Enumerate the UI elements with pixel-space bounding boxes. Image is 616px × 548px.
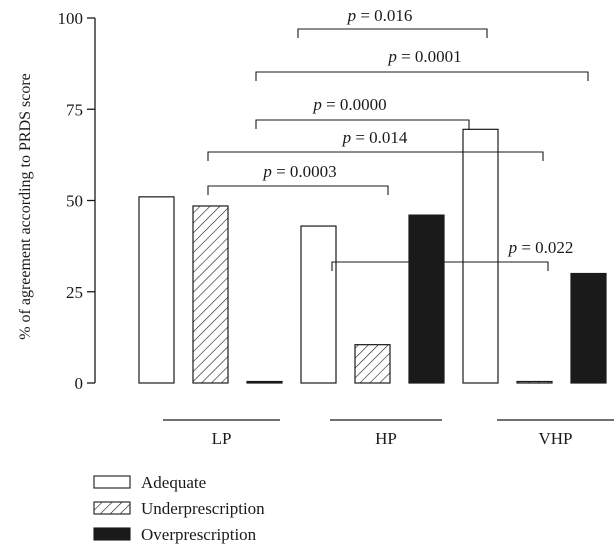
bar-vhp-adequate — [462, 128, 499, 384]
legend-label-overprescription: Overprescription — [141, 525, 257, 544]
legend-swatch-adequate — [93, 475, 131, 489]
bar-vhp-underprescription — [516, 380, 553, 384]
legend-swatch-underprescription — [93, 501, 131, 515]
y-tick-label: 50 — [66, 192, 83, 211]
legend-swatch-overprescription — [93, 527, 131, 541]
significance-bracket — [207, 185, 389, 195]
group-label-hp: HP — [375, 429, 397, 448]
y-tick-label: 100 — [58, 9, 84, 28]
y-tick-label: 0 — [75, 374, 84, 393]
y-axis-title: % of agreement according to PRDS score — [17, 73, 34, 340]
significance-bracket — [331, 261, 549, 271]
p-value-label: p = 0.0003 — [262, 162, 336, 181]
bar-hp-overprescription — [408, 214, 445, 384]
legend: Adequate Underprescription Overprescriptio… — [93, 473, 265, 544]
bar-hp-underprescription — [354, 344, 391, 384]
bar-lp-adequate — [138, 196, 175, 384]
legend-label-adequate: Adequate — [141, 473, 206, 492]
group-label-vhp: VHP — [538, 429, 572, 448]
significance-bracket — [297, 28, 488, 38]
y-axis: 0 25 50 75 100 % of agreement according to PR… — [17, 9, 96, 393]
group-axis: LP HP VHP — [163, 419, 614, 448]
bars — [138, 128, 607, 384]
y-tick-label: 25 — [66, 283, 83, 302]
significance-bracket — [207, 151, 544, 161]
p-value-label: p = 0.014 — [342, 128, 408, 147]
bar-hp-adequate — [300, 225, 337, 384]
bar-lp-underprescription — [192, 205, 229, 384]
p-value-label: p = 0.0000 — [312, 95, 386, 114]
p-value-label: p = 0.0001 — [387, 47, 461, 66]
significance-bracket — [255, 119, 470, 129]
p-value-label: p = 0.016 — [347, 6, 413, 25]
group-label-lp: LP — [212, 429, 232, 448]
bar-lp-overprescription — [246, 380, 283, 384]
bar-vhp-overprescription — [570, 272, 607, 384]
significance-brackets: p = 0.016 p = 0.0001 p = 0.0000 p = 0.014 p … — [207, 6, 589, 271]
legend-label-underprescription: Underprescription — [141, 499, 265, 518]
p-value-label: p = 0.022 — [508, 238, 574, 257]
y-tick-label: 75 — [66, 100, 83, 119]
significance-bracket — [255, 71, 589, 81]
